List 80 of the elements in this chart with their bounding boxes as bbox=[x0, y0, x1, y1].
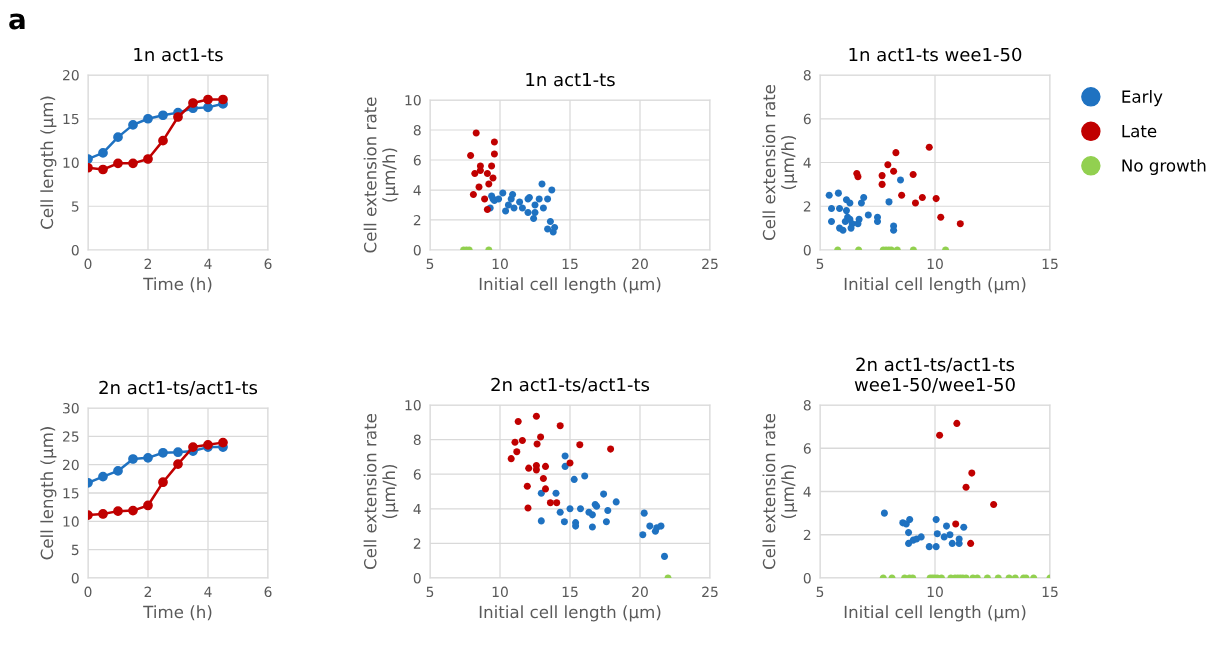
y-axis-title: Cell extension rate (µm/h) bbox=[762, 84, 798, 240]
chart-title: 1n act1-ts bbox=[134, 47, 223, 62]
x-axis-title: Initial cell length (µm) bbox=[479, 605, 661, 622]
x-tick-label: 25 bbox=[702, 586, 718, 598]
x-tick-label: 10 bbox=[492, 258, 508, 270]
y-tick-label: 15 bbox=[63, 488, 79, 499]
y-tick-label: 6 bbox=[413, 154, 421, 166]
y-tick-label: 30 bbox=[63, 402, 79, 414]
y-axis-title: Cell length (µm) bbox=[40, 96, 57, 229]
x-tick-label: 20 bbox=[632, 258, 648, 270]
y-axis-title: Cell extension rate (µm/h) bbox=[363, 97, 399, 253]
x-tick-label: 2 bbox=[144, 586, 152, 597]
x-tick-label: 5 bbox=[426, 258, 434, 270]
y-tick-label: 4 bbox=[413, 503, 421, 515]
x-axis-title: Time (h) bbox=[143, 277, 212, 293]
y-tick-label: 2 bbox=[803, 201, 811, 212]
y-tick-label: 6 bbox=[413, 469, 421, 480]
y-tick-label: 15 bbox=[63, 113, 79, 125]
x-tick-label: 15 bbox=[1042, 586, 1058, 598]
x-tick-label: 0 bbox=[84, 258, 92, 270]
legend-label: Early bbox=[1122, 90, 1163, 107]
y-tick-label: 8 bbox=[803, 69, 811, 81]
y-tick-label: 0 bbox=[803, 244, 811, 256]
y-tick-label: 10 bbox=[405, 94, 421, 106]
chart-title: 1n act1-ts bbox=[526, 72, 615, 87]
x-tick-label: 5 bbox=[816, 258, 824, 270]
chart-title: 2n act1-ts/act1-ts wee1-50/wee1-50 bbox=[854, 357, 1015, 393]
x-axis-title: Initial cell length (µm) bbox=[844, 277, 1026, 294]
y-tick-label: 0 bbox=[413, 572, 421, 584]
x-tick-label: 10 bbox=[927, 258, 943, 270]
y-tick-label: 2 bbox=[413, 538, 421, 549]
y-tick-label: 8 bbox=[413, 124, 421, 136]
y-tick-label: 10 bbox=[63, 157, 79, 168]
legend-label: No growth bbox=[1122, 158, 1206, 176]
x-tick-label: 10 bbox=[492, 586, 508, 598]
x-tick-label: 6 bbox=[264, 586, 272, 598]
y-tick-label: 20 bbox=[63, 459, 79, 471]
x-tick-label: 5 bbox=[816, 586, 824, 598]
y-tick-label: 8 bbox=[803, 399, 811, 411]
y-tick-label: 10 bbox=[405, 399, 421, 411]
y-tick-label: 0 bbox=[71, 244, 79, 256]
x-tick-label: 0 bbox=[84, 586, 92, 598]
x-axis-title: Time (h) bbox=[143, 605, 212, 621]
y-tick-label: 10 bbox=[63, 516, 79, 527]
y-tick-label: 4 bbox=[803, 157, 811, 168]
y-tick-label: 5 bbox=[71, 201, 79, 212]
x-tick-label: 4 bbox=[204, 258, 212, 269]
y-tick-label: 25 bbox=[63, 431, 79, 442]
y-tick-label: 6 bbox=[803, 443, 811, 454]
y-tick-label: 0 bbox=[71, 572, 79, 584]
x-tick-label: 25 bbox=[702, 258, 718, 270]
y-tick-label: 4 bbox=[413, 185, 421, 196]
x-axis-title: Initial cell length (µm) bbox=[844, 605, 1026, 622]
x-tick-label: 15 bbox=[562, 258, 578, 270]
y-tick-label: 0 bbox=[413, 244, 421, 256]
legend-label: Late bbox=[1122, 124, 1157, 138]
x-tick-label: 6 bbox=[264, 258, 272, 270]
chart-title: 2n act1-ts/act1-ts bbox=[491, 377, 650, 393]
y-tick-label: 2 bbox=[803, 529, 811, 541]
x-tick-label: 2 bbox=[144, 258, 152, 269]
chart-title: 2n act1-ts/act1-ts bbox=[99, 380, 258, 396]
x-tick-label: 4 bbox=[204, 586, 212, 597]
y-tick-label: 2 bbox=[413, 214, 421, 226]
text: a bbox=[9, 13, 25, 30]
x-tick-label: 5 bbox=[426, 586, 434, 598]
y-tick-label: 6 bbox=[803, 113, 811, 125]
chart-title: 1n act1-ts wee1-50 bbox=[849, 47, 1022, 62]
y-axis-title: Cell extension rate (µm/h) bbox=[363, 413, 399, 569]
y-tick-label: 4 bbox=[803, 486, 811, 497]
y-axis-title: Cell length (µm) bbox=[40, 427, 57, 560]
y-axis-title: Cell extension rate (µm/h) bbox=[762, 413, 798, 569]
y-tick-label: 8 bbox=[413, 434, 421, 446]
x-tick-label: 15 bbox=[1042, 258, 1058, 270]
x-tick-label: 15 bbox=[562, 586, 578, 598]
y-tick-label: 0 bbox=[803, 572, 811, 584]
y-tick-label: 20 bbox=[63, 69, 79, 81]
y-tick-label: 5 bbox=[71, 544, 79, 556]
x-tick-label: 20 bbox=[632, 586, 648, 598]
x-axis-title: Initial cell length (µm) bbox=[479, 277, 661, 294]
x-tick-label: 10 bbox=[927, 586, 943, 598]
